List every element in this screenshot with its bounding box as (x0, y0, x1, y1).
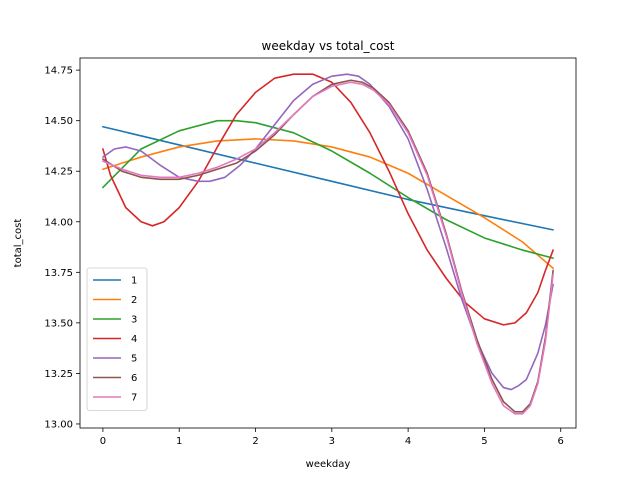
y-axis-label: total_cost (13, 219, 24, 268)
y-axis: 13.00 13.25 13.50 13.75 14.00 14.25 14.50 14.75 (44, 66, 80, 430)
x-tick-label: 5 (481, 436, 487, 447)
x-axis: 0 1 2 3 4 5 6 (100, 428, 564, 447)
x-axis-label: weekday (306, 459, 351, 470)
y-tick-label: 13.75 (44, 268, 73, 279)
x-tick-label: 6 (558, 436, 564, 447)
legend-entry-1: 1 (131, 276, 137, 287)
y-tick-label: 14.00 (44, 217, 73, 228)
legend-entry-5: 5 (131, 354, 137, 365)
legend-entry-7: 7 (131, 393, 137, 404)
y-tick-label: 13.00 (44, 419, 73, 430)
plot-frame (79, 57, 577, 429)
series-line-1 (102, 125, 554, 231)
y-tick-label: 14.25 (44, 167, 73, 178)
legend-entry-6: 6 (131, 373, 137, 384)
x-tick-label: 4 (405, 436, 411, 447)
x-tick-label: 3 (329, 436, 335, 447)
series-line-5 (102, 73, 554, 391)
series-line-6 (102, 79, 554, 413)
plot-area (102, 73, 554, 415)
series-line-2 (102, 138, 554, 270)
series-line-3 (102, 119, 554, 259)
y-tick-label: 14.75 (44, 66, 73, 77)
legend: 1 2 3 4 5 6 7 (86, 267, 148, 411)
series-line-7 (102, 81, 554, 415)
legend-entry-3: 3 (131, 315, 137, 326)
x-tick-label: 2 (252, 436, 258, 447)
x-tick-label: 1 (176, 436, 182, 447)
y-tick-label: 13.50 (44, 318, 73, 329)
y-tick-label: 14.50 (44, 116, 73, 127)
y-tick-label: 13.25 (44, 369, 73, 380)
legend-entry-4: 4 (131, 334, 137, 345)
chart-title: weekday vs total_cost (262, 39, 395, 53)
x-tick-label: 0 (100, 436, 106, 447)
series-line-4 (102, 73, 554, 326)
legend-entry-2: 2 (131, 295, 137, 306)
